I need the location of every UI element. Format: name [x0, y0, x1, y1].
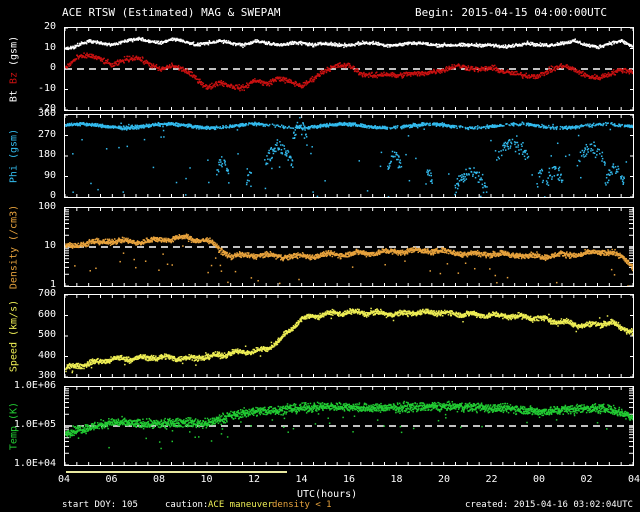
caution-interval-bar	[66, 471, 288, 473]
y-axis-label-density: Density (/cm3)	[8, 204, 20, 290]
plot-panel-temp	[64, 386, 634, 466]
y-tick-speed-2: 500	[37, 329, 56, 340]
y-axis-label-phi: Phi (gsm)	[8, 128, 20, 184]
y-axis-label-speed: Speed (km/s)	[8, 299, 20, 373]
plot-panel-density	[64, 207, 634, 287]
y-axis-label-part-1: Bz	[8, 65, 20, 85]
y-tick-mag-4: -20	[37, 103, 56, 114]
y-tick-phi-4: 0	[49, 190, 56, 201]
caution-low-density: density < 1	[272, 500, 332, 510]
y-tick-density-2: 1	[49, 279, 56, 290]
y-tick-temp-1: 1.0E+05	[13, 419, 56, 430]
y-tick-mag-1: 10	[43, 41, 56, 53]
plot-panel-speed	[64, 294, 634, 378]
start-doy-label: start DOY: 105	[62, 500, 138, 510]
y-tick-mag-2: 0	[49, 62, 56, 73]
y-tick-density-0: 100	[37, 201, 56, 212]
y-tick-phi-0: 360	[37, 108, 56, 119]
x-tick-08-2: 08	[152, 474, 166, 485]
caution-label: caution:	[165, 500, 209, 510]
y-tick-mag-3: -10	[37, 82, 56, 94]
x-tick-00-10: 00	[532, 474, 546, 485]
y-tick-temp-2: 1.0E+04	[13, 458, 56, 469]
x-tick-04-0: 04	[57, 474, 71, 485]
created-timestamp: created: 2015-04-16 03:02:04UTC	[465, 500, 633, 510]
x-tick-02-11: 02	[580, 474, 593, 485]
x-tick-12-4: 12	[247, 474, 261, 485]
x-tick-22-9: 22	[485, 474, 498, 485]
y-tick-speed-0: 700	[37, 288, 56, 299]
plot-panel-mag	[64, 27, 634, 111]
y-axis-label-part-2: (gsm)	[8, 35, 20, 66]
x-tick-10-3: 10	[200, 474, 213, 485]
x-axis-label: UTC(hours)	[297, 489, 358, 500]
y-tick-speed-4: 300	[37, 370, 56, 381]
y-axis-label-mag: Bt Bz (gsm)	[9, 36, 20, 102]
plot-panel-phi	[64, 114, 634, 198]
y-tick-density-1: 10	[43, 240, 56, 251]
y-tick-phi-2: 180	[37, 149, 56, 160]
plot-canvas-temp	[65, 387, 633, 465]
page-title: ACE RTSW (Estimated) MAG & SWEPAM	[62, 6, 281, 19]
x-tick-18-7: 18	[390, 474, 403, 485]
plot-canvas-density	[65, 208, 633, 286]
plot-canvas-mag	[65, 28, 633, 110]
x-tick-14-5: 14	[295, 474, 308, 485]
x-tick-16-6: 16	[342, 474, 356, 485]
y-axis-label-temp: Temp (K)	[8, 401, 20, 451]
y-tick-phi-1: 270	[37, 128, 56, 140]
x-tick-20-8: 20	[437, 474, 451, 485]
y-tick-mag-0: 20	[43, 21, 56, 32]
x-tick-06-1: 06	[105, 474, 118, 485]
x-tick-04-12: 04	[627, 474, 640, 485]
plot-canvas-phi	[65, 115, 633, 197]
caution-ace-maneuver: ACE maneuver	[208, 500, 274, 510]
begin-timestamp: Begin: 2015-04-15 04:00:00UTC	[415, 6, 608, 19]
y-tick-phi-3: 90	[43, 169, 56, 181]
y-tick-temp-0: 1.0E+06	[13, 380, 56, 391]
y-tick-speed-1: 600	[37, 308, 56, 320]
y-axis-label-part-0: Bt	[8, 84, 20, 103]
plot-canvas-speed	[65, 295, 633, 377]
y-tick-speed-3: 400	[37, 349, 56, 361]
